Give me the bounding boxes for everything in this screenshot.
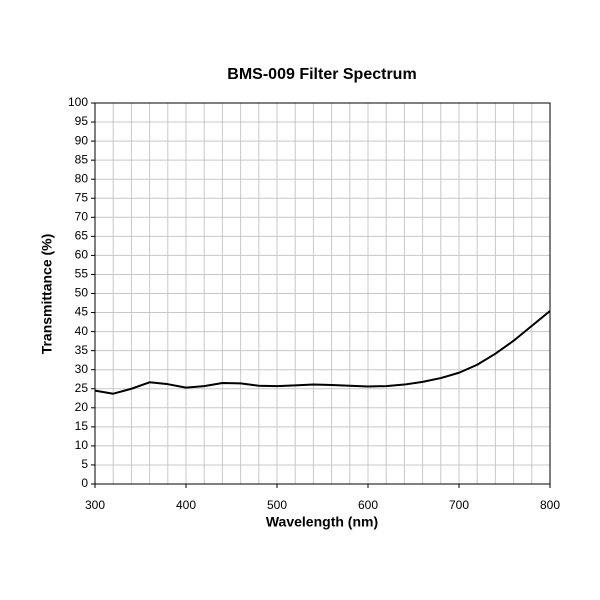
y-tick-label: 60 [75,248,89,262]
y-tick-label: 100 [68,95,88,109]
chart-title: BMS-009 Filter Spectrum [227,66,416,83]
y-tick-label: 0 [81,476,88,490]
y-tick-label: 90 [75,133,89,147]
y-tick-label: 85 [75,152,89,166]
x-tick-label: 300 [85,498,105,512]
x-axis-title: Wavelength (nm) [266,514,378,530]
y-tick-label: 5 [81,457,88,471]
y-tick-label: 20 [75,400,89,414]
y-tick-label: 65 [75,229,89,243]
x-tick-label: 800 [540,498,560,512]
y-tick-label: 95 [75,114,89,128]
y-tick-label: 45 [75,305,89,319]
y-tick-label: 15 [75,419,89,433]
y-tick-label: 35 [75,343,89,357]
x-tick-label: 600 [358,498,378,512]
x-tick-label: 700 [449,498,469,512]
x-tick-label: 400 [176,498,196,512]
y-tick-label: 30 [75,362,89,376]
y-tick-label: 75 [75,190,89,204]
y-tick-label: 70 [75,209,89,223]
y-axis-title: Transmittance (%) [39,234,55,355]
y-tick-label: 25 [75,381,89,395]
y-tick-label: 10 [75,438,89,452]
y-tick-label: 80 [75,171,89,185]
y-tick-label: 50 [75,286,89,300]
plot-frame [94,102,551,485]
y-tick-label: 55 [75,267,89,281]
y-tick-label: 40 [75,324,89,338]
line-series [94,310,551,395]
x-tick-label: 500 [267,498,287,512]
